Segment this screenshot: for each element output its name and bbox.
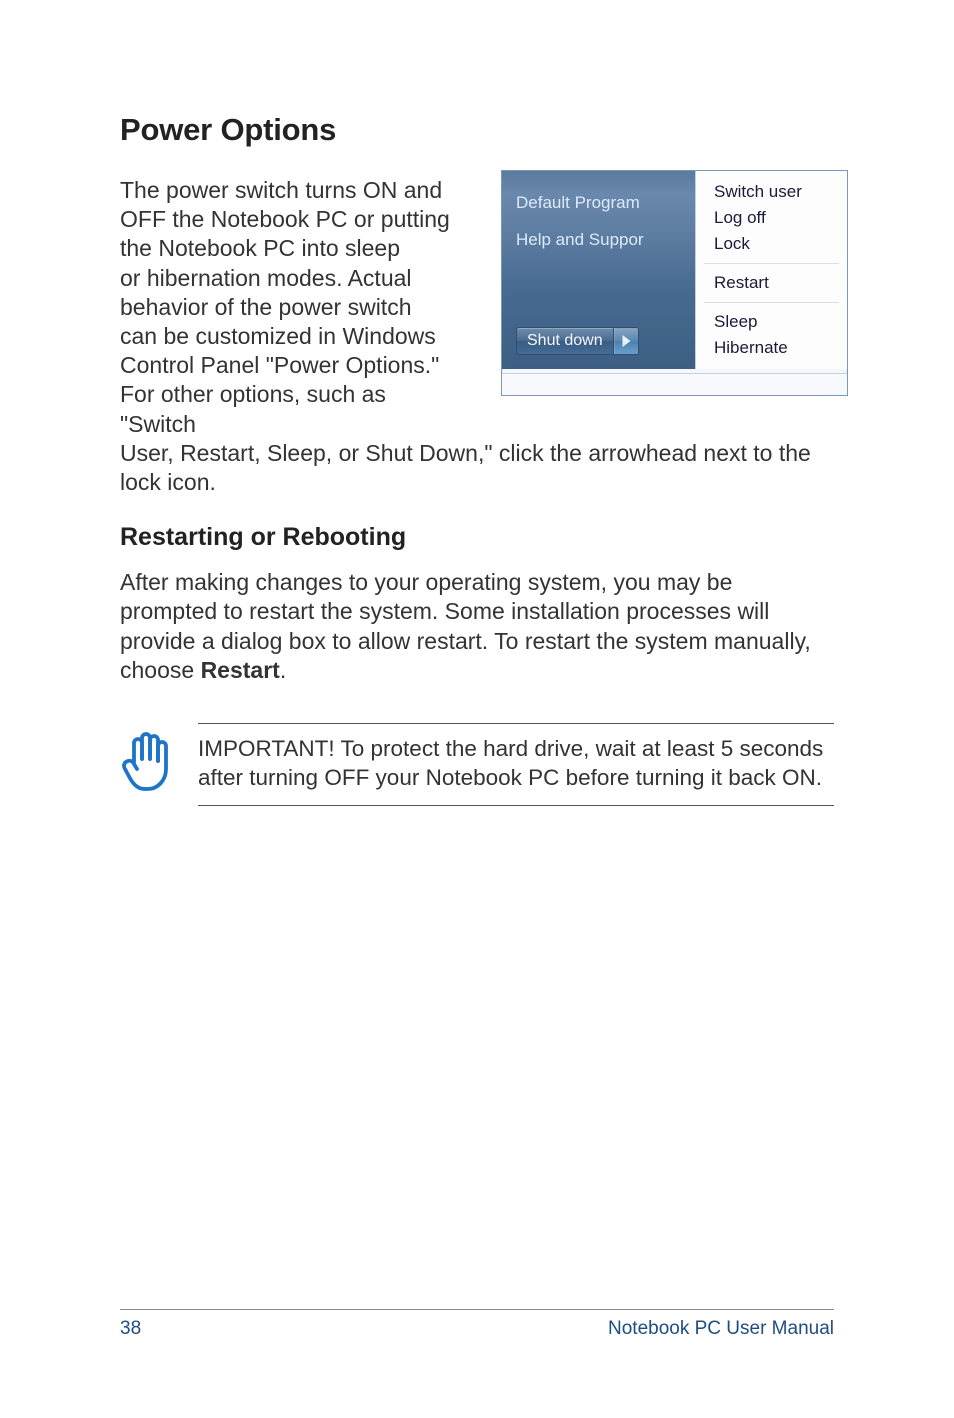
section-title: Power Options [120, 112, 834, 148]
intro-continuation: User, Restart, Sleep, or Shut Down," cli… [120, 439, 834, 497]
hand-stop-icon [120, 729, 176, 793]
note-bottom-rule [198, 805, 834, 806]
intro-line: the Notebook PC into sleep [120, 234, 460, 263]
intro-line: Control Panel "Power Options." [120, 351, 460, 380]
shutdown-button-label: Shut down [517, 328, 614, 354]
start-menu-link-help-support[interactable]: Help and Suppor [516, 226, 695, 253]
intro-line: OFF the Notebook PC or putting [120, 205, 460, 234]
windows-shutdown-menu: Default Program Help and Suppor Shut dow… [501, 170, 848, 396]
shutdown-arrow-button[interactable] [614, 328, 638, 354]
intro-line: behavior of the power switch [120, 293, 460, 322]
intro-line: For other options, such as "Switch [120, 380, 460, 438]
restart-paragraph: After making changes to your operating s… [120, 568, 834, 685]
page-footer: 38 Notebook PC User Manual [120, 1309, 834, 1340]
menu-item-restart[interactable]: Restart [696, 270, 847, 296]
page-number: 38 [120, 1318, 141, 1340]
menu-item-sleep[interactable]: Sleep [696, 309, 847, 335]
menu-item-lock[interactable]: Lock [696, 231, 847, 257]
menu-item-switch-user[interactable]: Switch user [696, 179, 847, 205]
shutdown-button[interactable]: Shut down [516, 327, 639, 355]
intro-line: or hibernation modes. Actual [120, 264, 460, 293]
doc-title: Notebook PC User Manual [608, 1318, 834, 1340]
intro-line: The power switch turns ON and [120, 176, 460, 205]
power-options-submenu: Switch user Log off Lock Restart Sleep H… [695, 171, 847, 369]
restart-para-post: . [280, 657, 286, 683]
start-menu-left-panel: Default Program Help and Suppor Shut dow… [502, 171, 695, 369]
triangle-right-icon [622, 335, 631, 347]
note-text: IMPORTANT! To protect the hard drive, wa… [198, 724, 834, 805]
menu-separator [704, 263, 839, 264]
important-note: IMPORTANT! To protect the hard drive, wa… [120, 723, 834, 806]
menu-item-hibernate[interactable]: Hibernate [696, 335, 847, 361]
menu-item-log-off[interactable]: Log off [696, 205, 847, 231]
menu-separator [704, 302, 839, 303]
start-menu-link-default-programs[interactable]: Default Program [516, 189, 695, 216]
sub-section-title: Restarting or Rebooting [120, 523, 834, 552]
restart-para-strong: Restart [201, 657, 280, 683]
intro-line: can be customized in Windows [120, 322, 460, 351]
